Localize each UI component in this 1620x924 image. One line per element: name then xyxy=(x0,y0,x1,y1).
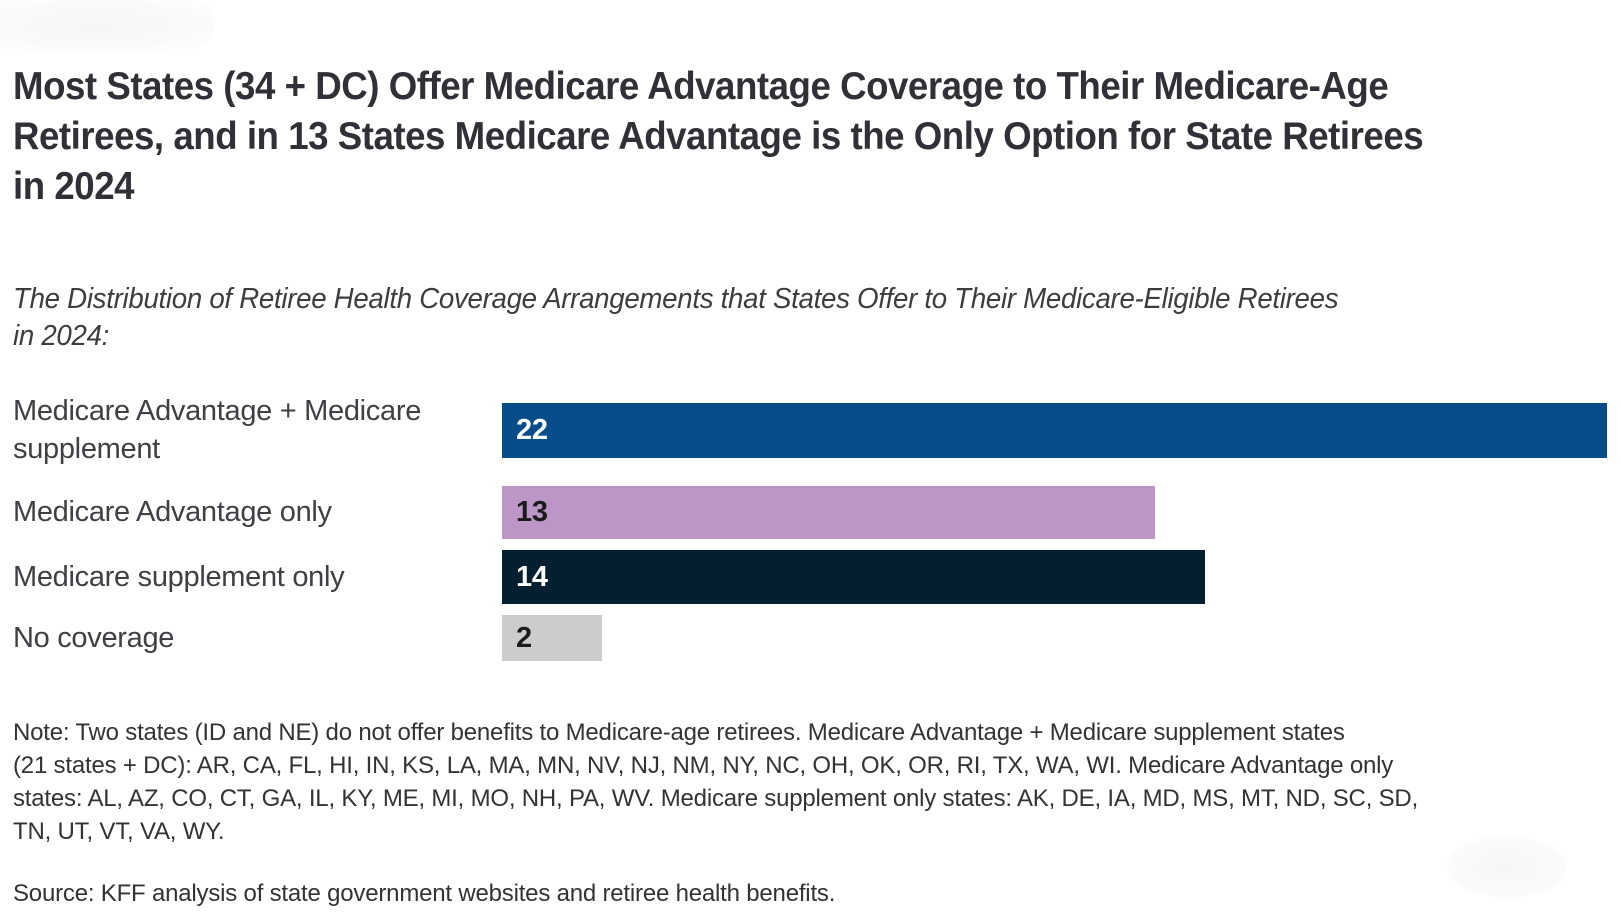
bar-row: Medicare supplement only 14 xyxy=(13,546,1607,608)
chart-title-line: Retirees, and in 13 States Medicare Adva… xyxy=(13,115,1424,158)
bar-value-label: 2 xyxy=(516,621,532,654)
bar-value-label: 13 xyxy=(516,495,548,528)
faded-logo-watermark-bottom-right xyxy=(1447,836,1567,898)
faded-logo-watermark-top-left xyxy=(0,0,215,50)
bar-row: Medicare Advantage + Medicare supplement… xyxy=(13,382,1607,478)
category-label: Medicare supplement only xyxy=(13,560,345,593)
bar-track: 14 xyxy=(502,550,1607,604)
chart-subtitle-line: in 2024: xyxy=(13,320,110,352)
bar-chart: Medicare Advantage + Medicare supplement… xyxy=(13,382,1607,668)
bar-track: 2 xyxy=(502,615,1607,661)
chart-title: Most States (34 + DC) Offer Medicare Adv… xyxy=(13,62,1424,212)
bar: 13 xyxy=(502,485,1155,539)
bar-row: Medicare Advantage only 13 xyxy=(13,478,1607,546)
chart-subtitle-line: The Distribution of Retiree Health Cover… xyxy=(13,283,1339,315)
bar-value-label: 14 xyxy=(516,560,548,593)
bar: 14 xyxy=(502,550,1206,604)
bar-row: No coverage 2 xyxy=(13,608,1607,668)
category-label: No coverage xyxy=(13,621,175,654)
category-label: Medicare Advantage + Medicare supplement xyxy=(13,394,422,465)
category-label: Medicare Advantage only xyxy=(13,495,332,528)
bar-track: 13 xyxy=(502,485,1607,539)
note-line: Note: Two states (ID and NE) do not offe… xyxy=(13,719,1345,746)
chart-title-line: in 2024 xyxy=(13,165,135,208)
bar-value-label: 22 xyxy=(516,413,548,446)
chart-note: Note: Two states (ID and NE) do not offe… xyxy=(13,716,1418,848)
note-line: (21 states + DC): AR, CA, FL, HI, IN, KS… xyxy=(13,752,1394,779)
chart-title-line: Most States (34 + DC) Offer Medicare Adv… xyxy=(13,65,1389,108)
chart-subtitle: The Distribution of Retiree Health Cover… xyxy=(13,281,1339,355)
bar: 2 xyxy=(502,615,603,661)
bar-track: 22 xyxy=(502,402,1607,458)
note-line: states: AL, AZ, CO, CT, GA, IL, KY, ME, … xyxy=(13,785,1419,812)
bar: 22 xyxy=(502,402,1607,458)
note-line: TN, UT, VT, VA, WY. xyxy=(13,818,225,845)
source-line: Source: KFF analysis of state government… xyxy=(13,880,836,907)
